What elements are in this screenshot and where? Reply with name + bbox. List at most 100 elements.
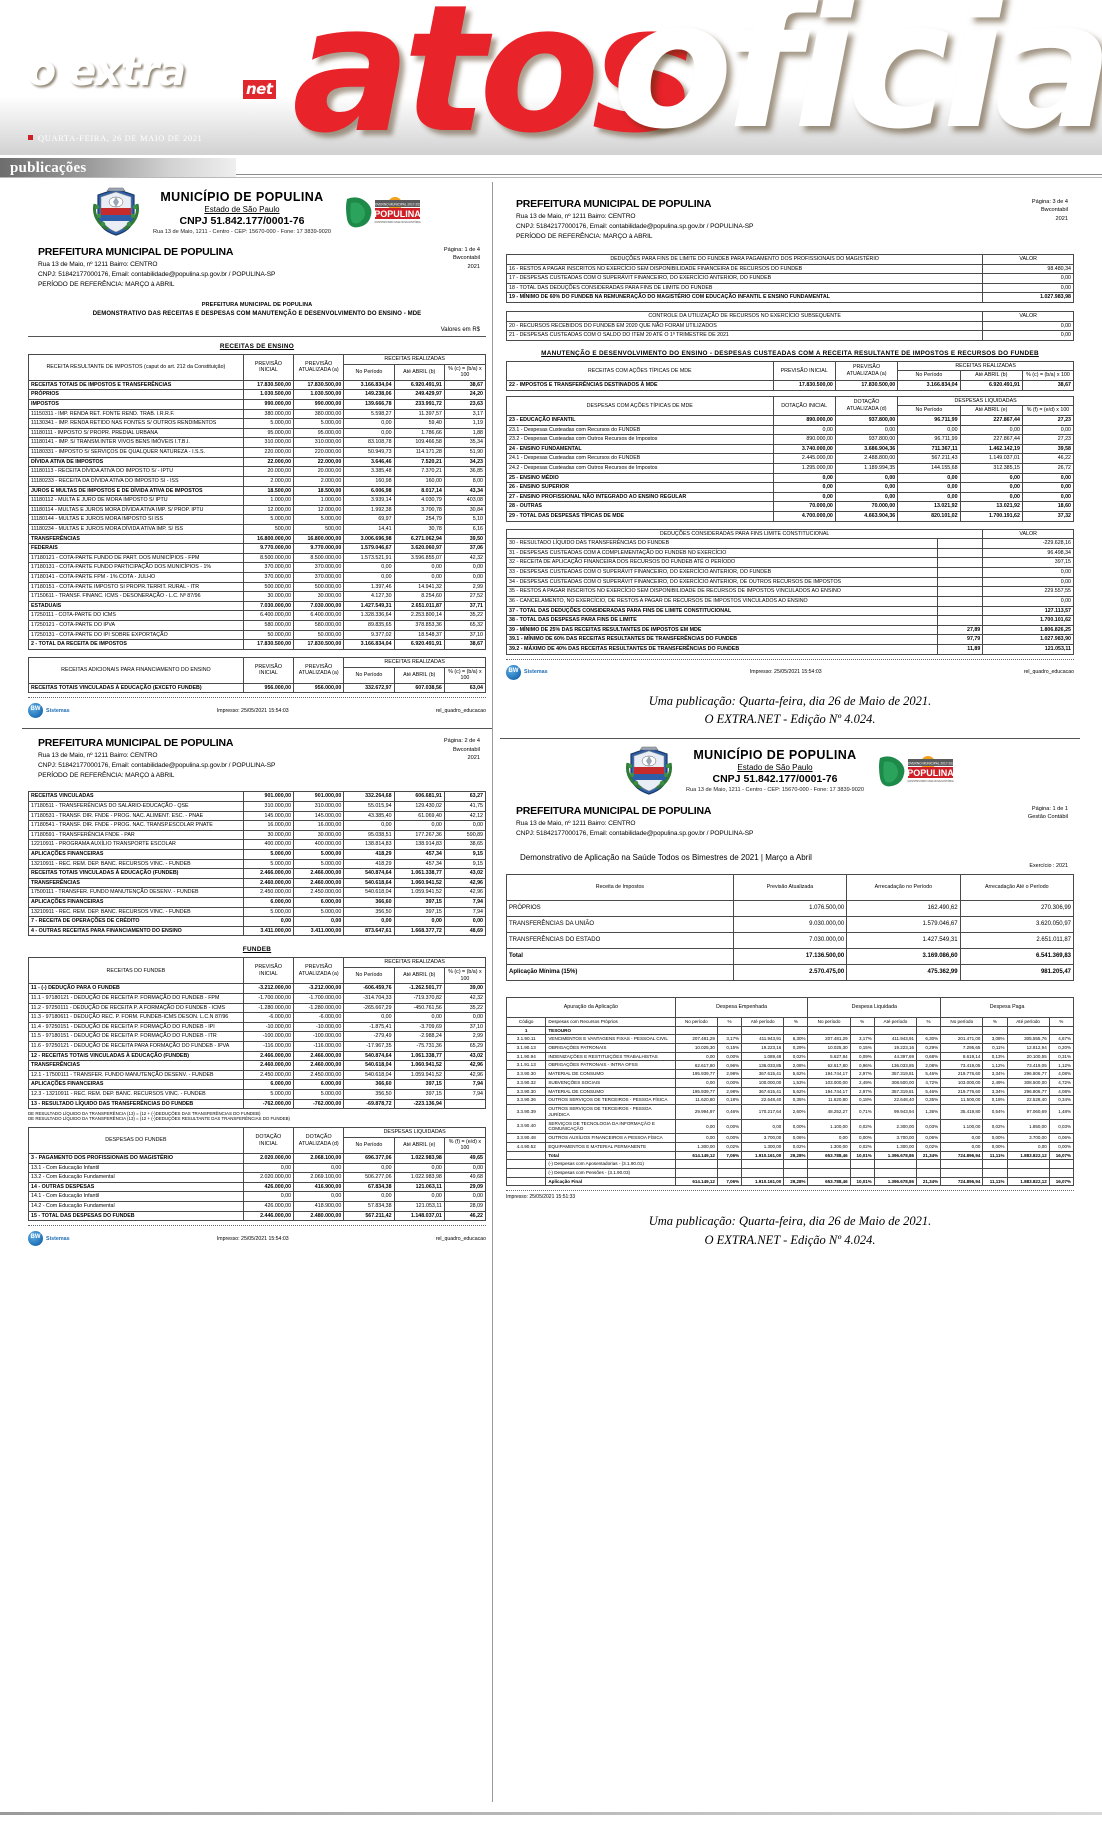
row-label: 36 - CANCELAMENTO, NO EXERCÍCIO, DE REST… [506,595,938,607]
table-row: 23.2 - Despesas Custeadas com Outros Rec… [506,434,1075,445]
table-row: 11180114 - MULTAS E JUROS MORA DÍVIDA AT… [28,504,487,516]
row-value: 0,96% [849,1060,875,1071]
column-divider [492,182,493,1802]
row-value: 13.021,92 [897,501,961,512]
row-value [915,1168,942,1178]
row-value: 5.000,00 [293,514,345,525]
row-value: 2.651.011,87 [393,600,445,612]
row-value: 3,34% [982,1086,1008,1097]
row-value: 653.788,46 [807,1150,851,1161]
table-body-receitas: RECEITAS TOTAIS DE IMPOSTOS E TRANSFERÊN… [28,379,487,650]
row-value: 1.396.678,86 [873,1176,917,1187]
row-label: 17180541 - TRANSF. DIR. FNDE - PROG. NAC… [28,820,244,831]
row-value: 0,00 [674,1051,718,1062]
row-value: 7,94 [443,897,487,908]
row-value: 1,12% [982,1060,1008,1071]
row-value: 0,02% [849,1118,875,1135]
row-code: 3.3.90.30 [505,1069,547,1079]
row-value: -3.709,69 [393,1021,445,1033]
row-value: 1,53% [783,1077,809,1088]
entity-name-saude: PREFEITURA MUNICIPAL DE POPULINA [516,804,712,817]
row-value: 55.015,94 [343,800,395,812]
row-value: 63,27 [443,791,487,802]
row-value: 0,03% [915,1118,942,1135]
table-row: 21 - DESPESAS CUSTEADAS COM O SALDO DO I… [505,330,1074,341]
row-value: 4,72% [915,1077,942,1088]
row-value: 3.596.855,07 [393,552,445,564]
row-value: 8,00 [443,475,487,487]
row-value: 38,67 [1021,380,1075,391]
table-row: 11150311 - IMP. RENDA RET. FONTE REND. T… [28,408,487,420]
entity-address-2: Rua 13 de Maio, nº 1211 Bairro: CENTRO [38,752,158,760]
row-value: 2,98% [716,1069,743,1079]
row-value: 170.217,64 [741,1104,785,1120]
row-value: -762.000,00 [293,1098,345,1110]
row-value: 457,34 [393,849,445,860]
table-apuracao-aplicacao: Apuração da Aplicação Despesa Empenhada … [505,996,1075,1187]
row-value: 2.460.000,00 [293,1060,345,1071]
row-label: 11180113 - RECEITA DÍVIDA ATIVA DO IMPOS… [28,466,244,477]
row-value: 4,72% [1048,1077,1075,1088]
row-value: 42,32 [443,992,487,1004]
row-value: 9.770.000,00 [242,543,295,554]
row-value: 567.211,43 [897,453,961,464]
row-value: 1.000,00 [293,495,345,506]
col-ate-abril-fb: Até ABRIL (b) [393,967,445,985]
row-label: RECEITAS TOTAIS VINCULADAS À EDUCAÇÃO (F… [28,868,244,879]
row-value: 23,63 [443,399,487,410]
row-value: 4.127,30 [343,591,395,602]
row-value: 73.419,05 [940,1060,984,1071]
page-tag-saude: Página: 1 de 1 Gestão Contábil [1027,805,1068,821]
row-value: 418,29 [343,858,395,870]
row-value: 29,28% [783,1176,809,1187]
row-value: -1.700.000,00 [293,992,345,1004]
row-value: -6.000,00 [293,1012,345,1023]
row-value: 2.460.000,00 [242,877,295,889]
row-value: 0,00 [393,562,445,573]
row-value: 195.939,77 [674,1069,718,1079]
row-value: 22.528,40 [1006,1095,1050,1106]
table-row: 28 - OUTRAS 70.000,00 70.000,00 13.021,92 13… [506,501,1075,512]
row-value [982,1025,1008,1036]
row-value: 16.000,00 [293,820,345,831]
table-row: 3.3.90.30 MATERIAL DE CONSUMO 195.939,77 2,… [505,1069,1075,1079]
row-value: 29,09 [443,1181,487,1193]
col-dotacao-inicial: DOTAÇÃO INICIAL [242,1127,295,1155]
row-value: 0,18% [849,1095,875,1106]
row-value [873,1168,917,1178]
row-value: 0,00 [834,424,899,436]
col-dotacao-atualizada-mde: DOTAÇÃO ATUALIZADA (d) [834,395,899,416]
row-value: 20.000,00 [242,466,295,477]
table-row: 17 - DESPESAS CUSTEADAS COM O SUPERÁVIT … [505,273,1074,284]
entity-address-3: Rua 13 de Maio, nº 1211 Bairro: CENTRO [516,213,636,220]
row-value: 42,96 [443,1060,487,1071]
row-value: 17.830.500,00 [293,639,345,650]
table-row: JUROS E MULTAS DE IMPOSTOS E DE DÍVIDA A… [28,485,487,497]
row-value: 18.500,00 [293,485,345,497]
row-value: -1.700.000,00 [242,992,295,1004]
table-deducoes-limite-fundeb: DEDUÇÕES PARA FINS DE LIMITE DO FUNDEB P… [505,254,1074,304]
row-value: 2.460.000,00 [242,1060,295,1071]
col-controle-title: CONTROLE DA UTILIZAÇÃO DE RECURSOS NO EX… [505,311,984,322]
table-row: 38 - TOTAL DAS DESPESAS PARA FINS DE LIM… [506,615,1074,626]
table-row: 4 - OUTRAS RECEITAS PARA FINANCIAMENTO D… [28,925,487,937]
row-value: 580.000,00 [242,620,295,631]
row-code: 3.1.90.13 [505,1043,547,1053]
row-value: 1.462.142,19 [959,443,1023,455]
entity-name: PREFEITURA MUNICIPAL DE POPULINA [38,246,234,258]
row-value: 12.000,00 [242,504,295,516]
row-label: 12210911 - PROGRAMA AUXÍLIO TRANSPORTE E… [28,839,244,850]
row-value: 3.700,00 [1006,1133,1050,1143]
row-value: 97.060,69 [1006,1104,1050,1120]
table-body-controle: 20 - RECURSOS RECEBIDOS DO FUNDEB EM 202… [505,320,1074,341]
col-ate-abril-ad: Até ABRIL (b) [393,666,445,684]
row-label: 27 - ENSINO PROFISSIONAL NÃO INTEGRADO A… [506,491,774,503]
row-value: 96.498,34 [982,547,1074,559]
row-value: 103.000,00 [940,1077,984,1088]
print-timestamp-3: Impresso: 25/05/2021 15:54:03 [749,669,822,676]
row-value: 500.000,00 [242,581,295,593]
row-value: 366,60 [343,897,395,908]
row-value: -762.000,00 [242,1098,295,1110]
col-header: % [915,1016,942,1027]
col-percentual-mde: % (c) = (b/a) x 100 [1021,370,1075,382]
